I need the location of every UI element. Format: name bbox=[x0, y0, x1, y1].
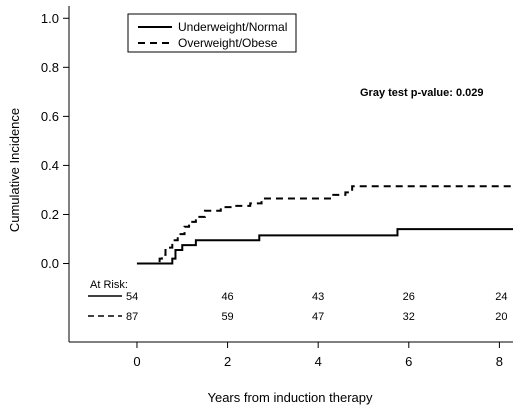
at-risk-count: 20 bbox=[495, 311, 507, 323]
y-tick-label: 0.4 bbox=[41, 158, 59, 173]
at-risk-count: 87 bbox=[126, 311, 138, 323]
y-axis: 0.0 0.2 0.4 0.6 0.8 1.0 bbox=[41, 11, 69, 271]
at-risk-count: 24 bbox=[495, 291, 507, 303]
y-tick-label: 1.0 bbox=[41, 11, 59, 26]
y-tick-label: 0.0 bbox=[41, 256, 59, 271]
at-risk-count: 43 bbox=[312, 291, 324, 303]
legend-entry-overweight-obese: Overweight/Obese bbox=[178, 36, 278, 50]
y-axis-label: Cumulative Incidence bbox=[7, 108, 22, 232]
at-risk-count: 47 bbox=[312, 311, 324, 323]
at-risk-label: At Risk: bbox=[90, 279, 128, 291]
x-tick-label: 6 bbox=[405, 354, 412, 369]
x-tick-label: 2 bbox=[224, 354, 231, 369]
at-risk-count: 26 bbox=[403, 291, 415, 303]
legend-box bbox=[127, 13, 297, 53]
legend-entry-underweight-normal: Underweight/Normal bbox=[178, 20, 287, 34]
at-risk-table: 54 46 43 26 24 87 59 47 32 20 bbox=[88, 291, 508, 323]
x-tick-label: 8 bbox=[496, 354, 503, 369]
series-line-overweight-obese bbox=[136, 185, 513, 265]
at-risk-count: 32 bbox=[403, 311, 415, 323]
series-line-underweight-normal bbox=[136, 228, 513, 265]
x-axis-label: Years from induction therapy bbox=[207, 390, 373, 405]
x-tick-label: 0 bbox=[133, 354, 140, 369]
at-risk-count: 59 bbox=[221, 311, 233, 323]
series-layer bbox=[136, 185, 513, 265]
y-tick-label: 0.6 bbox=[41, 109, 59, 124]
plot-frame bbox=[68, 6, 513, 343]
x-axis: 0 2 4 6 8 bbox=[133, 342, 503, 369]
at-risk-count: 46 bbox=[221, 291, 233, 303]
p-value-annotation: Gray test p-value: 0.029 bbox=[360, 87, 484, 99]
legend: Underweight/Normal Overweight/Obese bbox=[127, 13, 297, 53]
y-tick-label: 0.2 bbox=[41, 207, 59, 222]
at-risk-count: 54 bbox=[126, 291, 138, 303]
x-tick-label: 4 bbox=[315, 354, 322, 369]
y-tick-label: 0.8 bbox=[41, 60, 59, 75]
